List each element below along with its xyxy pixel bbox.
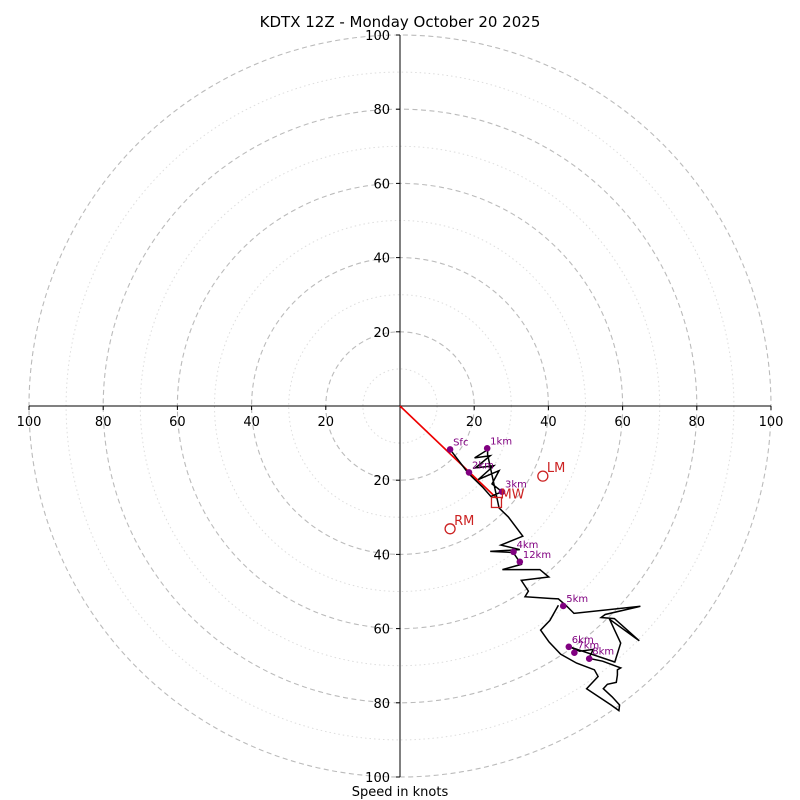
height-marker-5km — [559, 602, 567, 610]
wind-profile-line — [449, 448, 641, 712]
x-tick-label: 80 — [689, 415, 706, 430]
x-axis-label: Speed in knots — [352, 785, 449, 800]
height-label: 1km — [490, 436, 512, 447]
height-marker-3km — [498, 488, 506, 496]
height-label: 12km — [523, 550, 551, 561]
x-tick-label: 60 — [614, 415, 631, 430]
mean-wind-marker — [490, 496, 503, 509]
y-tick-label: 40 — [373, 548, 390, 563]
lm-marker — [537, 470, 549, 482]
height-marker-12km — [516, 558, 524, 566]
rm-label: RM — [454, 514, 474, 529]
height-marker-2km — [465, 469, 473, 476]
x-tick-label: 60 — [169, 415, 186, 430]
rm-marker — [444, 523, 456, 535]
x-tick-label: 100 — [17, 415, 42, 430]
lm-label: LM — [547, 461, 565, 476]
chart-title: KDTX 12Z - Monday October 20 2025 — [260, 13, 541, 31]
height-marker-4km — [510, 548, 517, 556]
y-tick-label: 60 — [373, 177, 390, 192]
y-tick-label: 80 — [373, 103, 390, 118]
height-label: 8km — [592, 647, 614, 658]
x-tick-label: 80 — [95, 415, 112, 430]
height-label: 3km — [505, 480, 527, 491]
axes: 100 80 60 40 20 20 40 60 80 100 100 80 60 40 20 20 40 60 8… — [17, 29, 784, 786]
height-label: 2km — [472, 460, 494, 471]
height-label: 5km — [566, 594, 588, 605]
height-label: Sfc — [453, 437, 468, 448]
height-marker-sfc — [446, 446, 454, 453]
y-tick-label: 100 — [365, 771, 390, 786]
height-label: 7km — [577, 641, 599, 652]
height-marker-6km — [565, 643, 573, 651]
x-tick-label: 40 — [243, 415, 260, 430]
height-label: 4km — [517, 540, 539, 551]
y-tick-label: 80 — [373, 697, 390, 712]
x-tick-label: 20 — [466, 415, 483, 430]
x-tick-label: 20 — [318, 415, 335, 430]
x-tick-label: 100 — [759, 415, 784, 430]
y-tick-label: 20 — [373, 474, 390, 489]
height-label: 6km — [572, 635, 594, 646]
mw-label: MW — [500, 487, 524, 502]
height-marker-1km — [483, 444, 491, 452]
height-marker-8km — [585, 655, 593, 662]
y-tick-label: 60 — [373, 623, 390, 638]
y-tick-label: 20 — [373, 326, 390, 341]
y-tick-label: 100 — [365, 29, 390, 44]
x-tick-label: 40 — [540, 415, 557, 430]
height-marker-7km — [571, 649, 578, 657]
y-tick-label: 40 — [373, 252, 390, 267]
